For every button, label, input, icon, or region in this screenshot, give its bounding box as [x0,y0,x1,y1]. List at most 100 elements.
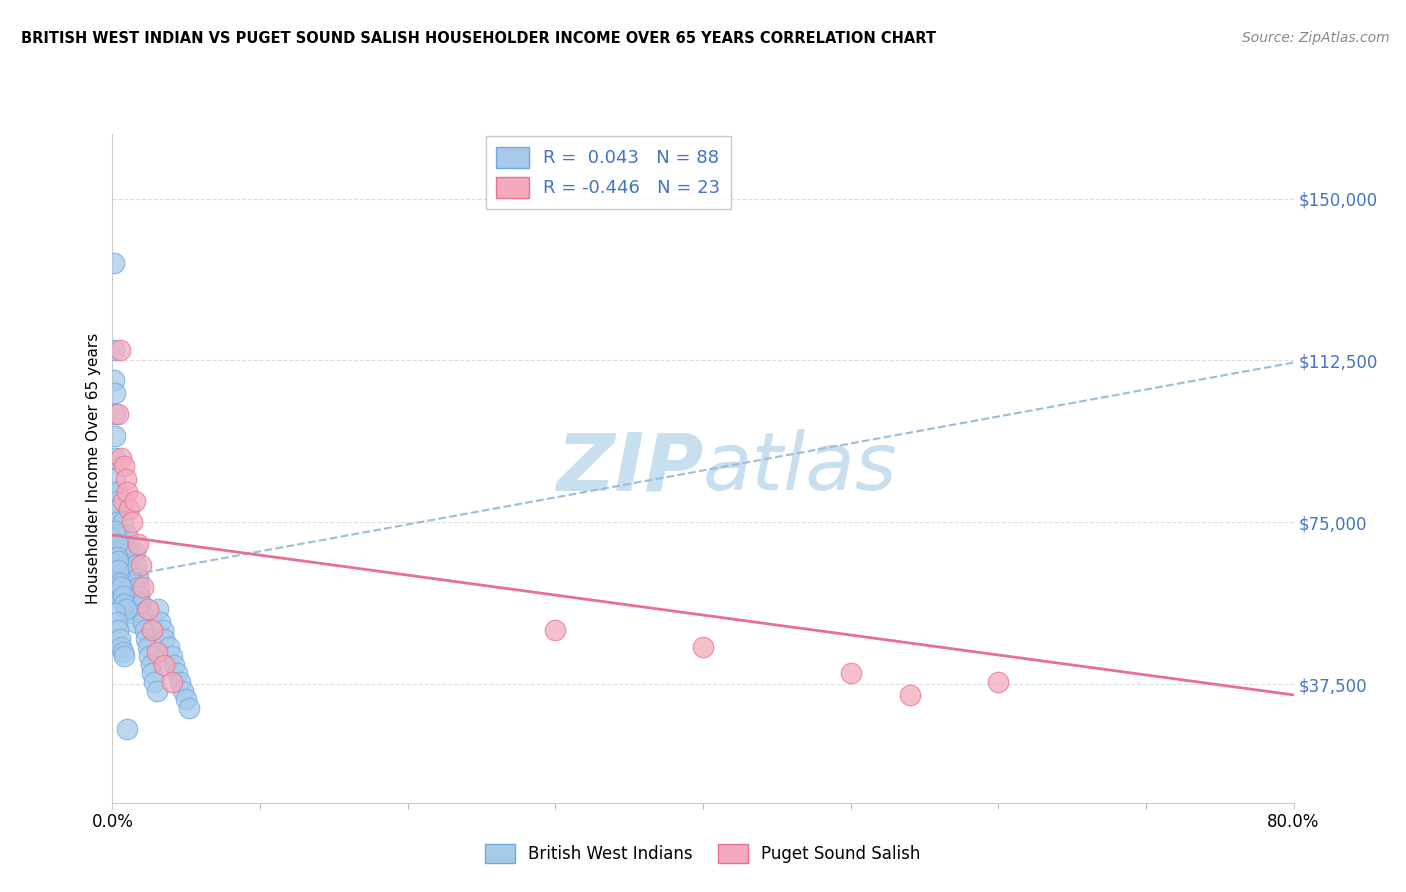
Point [108,580,131,594]
Point [104,450,127,465]
Point [153,657,176,672]
Point [127,537,149,551]
Point [107,554,129,568]
Point [107,623,129,637]
Point [160,648,183,663]
Point [898,688,921,702]
Point [104,385,127,400]
Point [157,640,180,655]
Point [107,408,129,422]
Point [169,675,191,690]
Point [112,558,135,573]
Point [105,493,128,508]
Point [839,666,862,681]
Point [139,657,162,672]
Point [105,515,128,529]
Point [110,580,132,594]
Point [112,537,135,551]
Point [124,615,146,629]
Point [132,580,155,594]
Point [135,632,157,646]
Point [111,515,134,529]
Point [103,373,125,387]
Point [110,558,132,573]
Point [121,597,143,611]
Point [112,459,135,474]
Point [149,615,172,629]
Text: atlas: atlas [703,429,898,508]
Point [134,623,156,637]
Point [118,545,141,559]
Point [112,648,135,663]
Point [166,666,188,681]
Point [136,640,159,655]
Point [110,545,132,559]
Point [117,485,138,500]
Point [108,589,131,603]
Point [111,589,134,603]
Y-axis label: Householder Income Over 65 years: Householder Income Over 65 years [86,333,101,604]
Point [114,601,136,615]
Text: Source: ZipAtlas.com: Source: ZipAtlas.com [1241,31,1389,45]
Point [124,493,146,508]
Point [110,640,132,655]
Point [111,589,134,603]
Point [107,554,129,568]
Point [111,580,134,594]
Point [132,615,155,629]
Point [105,549,128,564]
Point [174,692,197,706]
Point [148,601,170,615]
Point [103,256,125,270]
Point [544,623,567,637]
Point [179,701,201,715]
Text: BRITISH WEST INDIAN VS PUGET SOUND SALISH HOUSEHOLDER INCOME OVER 65 YEARS CORRE: BRITISH WEST INDIAN VS PUGET SOUND SALIS… [21,31,936,46]
Point [104,408,127,422]
Point [104,606,127,620]
Point [131,606,153,620]
Point [125,558,148,573]
Point [114,567,136,582]
Point [108,571,131,585]
Point [114,580,136,594]
Point [111,645,134,659]
Point [114,472,136,486]
Point [104,472,127,486]
Point [107,567,129,582]
Point [141,623,163,637]
Point [129,558,152,573]
Point [127,571,149,585]
Legend: British West Indians, Puget Sound Salish: British West Indians, Puget Sound Salish [477,836,929,871]
Point [108,343,131,357]
Text: ZIP: ZIP [555,429,703,508]
Point [124,545,146,559]
Point [121,515,143,529]
Point [117,723,138,737]
Point [118,558,141,573]
Point [108,632,131,646]
Point [152,623,174,637]
Point [987,675,1010,690]
Point [107,545,129,559]
Point [160,675,183,690]
Point [104,429,127,443]
Point [117,597,138,611]
Point [153,632,176,646]
Point [692,640,714,655]
Point [103,343,125,357]
Point [118,502,141,516]
Point [138,648,160,663]
Point [111,493,134,508]
Point [142,675,165,690]
Point [108,528,131,542]
Point [108,575,131,590]
Point [146,645,169,659]
Point [117,589,138,603]
Point [128,580,150,594]
Point [117,528,138,542]
Point [146,683,169,698]
Point [110,450,132,465]
Point [105,537,128,551]
Point [172,683,194,698]
Point [112,597,135,611]
